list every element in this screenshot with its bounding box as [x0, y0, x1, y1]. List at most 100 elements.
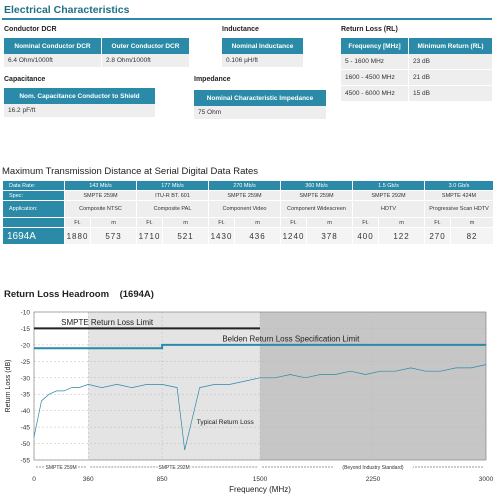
distance-ft-6: 270 [424, 227, 452, 245]
value-outer-conductor-dcr: 2.8 Ohm/1000ft [102, 54, 190, 68]
application-3: Component Video [208, 200, 281, 218]
application-row: Application: Composite NTSC Composite PA… [2, 200, 495, 218]
distance-m-4: 378 [306, 227, 353, 245]
spec-4: SMPTE 259M [280, 190, 353, 201]
data-rate-2: 177 Mb/s [136, 180, 209, 191]
return-loss-title: Return Loss (RL) [341, 26, 398, 33]
region-label-1: SMPTE 259M [46, 465, 77, 471]
y-tick-label: -40 [21, 408, 31, 415]
region-shade-1 [34, 312, 89, 460]
rl-row-2-frequency: 1600 - 4500 MHz [341, 70, 409, 86]
data-rate-4: 360 Mb/s [280, 180, 353, 191]
value-nominal-inductance: 0.106 µH/ft [222, 54, 304, 68]
x-tick-label: 2250 [366, 476, 381, 483]
series-line-3 [33, 364, 487, 451]
y-tick-label: -55 [21, 458, 31, 465]
distance-m-5: 122 [377, 227, 426, 245]
y-tick-label: -35 [21, 392, 31, 399]
x-axis-label: Frequency (MHz) [229, 485, 291, 494]
unit-ft: Ft. [64, 217, 91, 228]
unit-m: m [162, 217, 209, 228]
data-rate-label: Data Rate: [2, 180, 65, 191]
spec-1: SMPTE 259M [64, 190, 137, 201]
unit-m: m [90, 217, 137, 228]
application-5: HDTV [351, 200, 426, 218]
conductor-dcr-table: Nominal Conductor DCR Outer Conductor DC… [4, 38, 190, 68]
distance-ft-5: 400 [352, 227, 379, 245]
distance-ft-2: 1710 [136, 227, 163, 245]
product-row: 1694A 1880 573 1710 521 1430 436 1240 37… [2, 227, 495, 245]
header-nominal-conductor-dcr: Nominal Conductor DCR [4, 38, 102, 54]
y-tick-label: -30 [21, 375, 31, 382]
plot-frame [33, 311, 487, 461]
return-loss-table: Frequency [MHz] Minimum Return (RL) 5 - … [341, 38, 493, 102]
data-rate-1: 143 Mb/s [64, 180, 137, 191]
data-rate-3: 270 Mb/s [208, 180, 281, 191]
application-6: Progressive Scan HDTV [424, 200, 495, 218]
transmission-title: Maximum Transmission Distance at Serial … [2, 166, 259, 177]
spec-label: Spec: [2, 190, 65, 201]
impedance-table: Nominal Characteristic Impedance 75 Ohm [194, 90, 327, 120]
x-tick-label: 850 [157, 476, 168, 483]
region-label-bg-1 [44, 463, 78, 471]
region-label-bg-3 [333, 463, 413, 471]
spec-2: ITU-R BT. 601 [136, 190, 209, 201]
data-rate-5: 1.5 Gb/s [351, 180, 426, 191]
application-1: Composite NTSC [64, 200, 137, 218]
rl-row-2-value: 21 dB [409, 70, 493, 86]
spec-5: SMPTE 292M [351, 190, 426, 201]
y-tick-label: -45 [21, 425, 31, 432]
data-rate-6: 3.0 Gb/s [424, 180, 495, 191]
distance-ft-1: 1880 [64, 227, 91, 245]
chart-title-text: Return Loss Headroom [4, 289, 110, 300]
capacitance-table: Nom. Capacitance Conductor to Shield 16.… [4, 88, 156, 118]
series-label-typical: Typical Return Loss [197, 419, 255, 426]
y-tick-label: -15 [21, 326, 31, 333]
unit-m: m [306, 217, 353, 228]
header-nominal-impedance: Nominal Characteristic Impedance [194, 90, 327, 106]
unit-ft: Ft. [280, 217, 307, 228]
y-tick-label: -20 [21, 342, 31, 349]
application-4: Component Widescreen [280, 200, 353, 218]
header-nominal-inductance: Nominal Inductance [222, 38, 304, 54]
rl-row-3-frequency: 4500 - 6000 MHz [341, 86, 409, 102]
capacitance-title: Capacitance [4, 76, 46, 83]
distance-m-2: 521 [162, 227, 209, 245]
inductance-table: Nominal Inductance 0.106 µH/ft [222, 38, 304, 68]
y-axis-label: Return Loss (dB) [5, 360, 12, 413]
y-tick-label: -10 [21, 310, 31, 317]
x-tick-label: 3000 [479, 476, 494, 483]
y-tick-label: -25 [21, 359, 31, 366]
header-frequency: Frequency [MHz] [341, 38, 409, 54]
series-line-2 [34, 343, 486, 350]
spec-row: Spec: SMPTE 259M ITU-R BT. 601 SMPTE 259… [2, 190, 495, 201]
unit-m: m [377, 217, 426, 228]
series-label-smpte-limit: SMPTE Return Loss Limit [61, 318, 154, 327]
inductance-title: Inductance [222, 26, 259, 33]
rl-row-3-value: 15 dB [409, 86, 493, 102]
x-tick-label: 0 [32, 476, 36, 483]
transmission-table: Data Rate: 143 Mb/s 177 Mb/s 270 Mb/s 36… [2, 180, 495, 245]
product-name: 1694A [2, 227, 65, 245]
conductor-dcr-title: Conductor DCR [4, 26, 57, 33]
rl-row-1-value: 23 dB [409, 54, 493, 70]
section-title-electrical: Electrical Characteristics [4, 4, 130, 16]
data-rate-row: Data Rate: 143 Mb/s 177 Mb/s 270 Mb/s 36… [2, 180, 495, 191]
section-rule [2, 18, 492, 20]
y-tick-label: -50 [21, 441, 31, 448]
spec-3: SMPTE 259M [208, 190, 281, 201]
application-2: Composite PAL [136, 200, 209, 218]
rl-row-1-frequency: 5 - 1600 MHz [341, 54, 409, 70]
region-label-2: SMPTE 292M [159, 465, 190, 471]
return-loss-chart: -10 -15 -20 -25 -30 -35 -40 -45 -50 -55 0 360 850 150… [5, 310, 494, 495]
distance-m-1: 573 [90, 227, 137, 245]
region-shade-2 [88, 312, 261, 460]
units-row: Ft. m Ft. m Ft. m Ft. m Ft. m Ft. m [2, 217, 495, 228]
header-minimum-return: Minimum Return (RL) [409, 38, 493, 54]
spec-6: SMPTE 424M [424, 190, 495, 201]
chart-subtitle: (1694A) [119, 289, 154, 300]
value-nominal-impedance: 75 Ohm [194, 106, 327, 120]
value-nominal-conductor-dcr: 6.4 Ohm/1000ft [4, 54, 102, 68]
x-tick-label: 360 [83, 476, 94, 483]
header-outer-conductor-dcr: Outer Conductor DCR [102, 38, 190, 54]
